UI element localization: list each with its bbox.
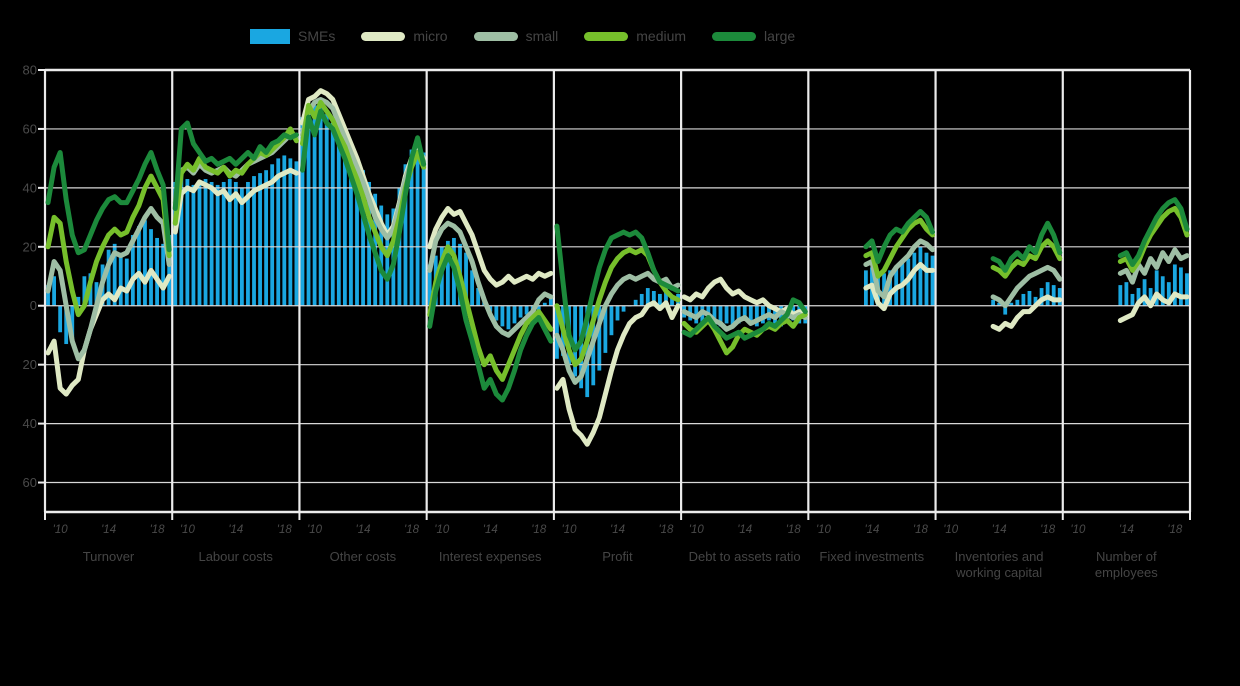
legend: SMEs micro small medium large xyxy=(250,28,795,44)
line-micro xyxy=(45,88,1190,447)
x-tick-label: '10 xyxy=(562,524,578,536)
line-micro-panel-5 xyxy=(681,276,808,318)
line-small-panel-3 xyxy=(427,220,554,338)
line-large xyxy=(45,108,1190,403)
line-small-panel-8 xyxy=(1117,247,1190,285)
line-large-panel-6 xyxy=(863,208,936,265)
line-small-panel-7 xyxy=(990,264,1063,309)
x-tick-label: '18 xyxy=(404,524,420,536)
x-tick-label: '14 xyxy=(1119,524,1134,536)
x-tick-label: '14 xyxy=(864,524,879,536)
x-tick-label: '14 xyxy=(483,524,498,536)
line-medium-panel-6 xyxy=(863,217,936,279)
line-micro-panel-8 xyxy=(1117,291,1190,323)
line-micro-panel-0 xyxy=(45,267,172,397)
x-tick-label: '14 xyxy=(228,524,243,536)
x-tick-label: '10 xyxy=(180,524,196,536)
line-medium-panel-7 xyxy=(990,238,1063,279)
x-tick-label: '18 xyxy=(1167,524,1183,536)
x-tick-label: '10 xyxy=(434,524,450,536)
medium-line-swatch-icon xyxy=(584,31,629,41)
x-tick-label: '10 xyxy=(943,524,959,536)
y-tick-label: 20 xyxy=(23,239,37,254)
line-large-panel-0 xyxy=(45,150,172,256)
legend-item-micro: micro xyxy=(361,28,448,44)
x-tick-label: '18 xyxy=(277,524,293,536)
x-tick-label: '14 xyxy=(610,524,625,536)
legend-item-medium: medium xyxy=(584,28,686,44)
legend-label-small: small xyxy=(525,28,559,44)
line-small-panel-6 xyxy=(863,238,936,300)
x-tick-label: '10 xyxy=(307,524,323,536)
legend-item-smes: SMEs xyxy=(250,28,335,44)
large-line-swatch-icon xyxy=(712,31,757,41)
x-tick-label: '10 xyxy=(53,524,69,536)
x-tick-label: '14 xyxy=(737,524,752,536)
x-tick-label: '18 xyxy=(913,524,929,536)
line-large-panel-5 xyxy=(681,297,808,341)
line-large-panel-7 xyxy=(990,220,1063,273)
y-tick-label: 40 xyxy=(23,416,37,431)
y-tick-label: 80 xyxy=(23,63,37,78)
x-tick-label: '14 xyxy=(101,524,116,536)
x-tick-label: '18 xyxy=(1040,524,1056,536)
line-medium-panel-1 xyxy=(172,126,299,226)
x-tick-label: '10 xyxy=(816,524,832,536)
line-small-panel-0 xyxy=(45,205,172,362)
line-large-panel-4 xyxy=(554,223,681,353)
x-tick-label: '10 xyxy=(689,524,705,536)
small-line-swatch-icon xyxy=(473,31,518,41)
line-medium-panel-3 xyxy=(427,244,554,382)
gridlines xyxy=(38,68,1192,520)
line-micro-panel-3 xyxy=(427,205,554,288)
y-tick-label: 40 xyxy=(23,180,37,195)
legend-label-medium: medium xyxy=(636,28,687,44)
legend-label-large: large xyxy=(764,28,796,44)
x-tick-label: '14 xyxy=(356,524,371,536)
smes-bar-swatch-icon xyxy=(250,28,290,44)
y-tick-label: 20 xyxy=(23,357,37,372)
line-large-panel-3 xyxy=(427,253,554,403)
legend-label-smes: SMEs xyxy=(298,28,336,44)
micro-line-swatch-icon xyxy=(361,31,406,41)
y-tick-label: 0 xyxy=(30,298,37,313)
line-large-panel-2 xyxy=(299,108,427,282)
y-tick-label: 60 xyxy=(23,121,37,136)
line-medium-panel-8 xyxy=(1117,205,1190,273)
x-tick-label: '18 xyxy=(786,524,802,536)
y-tick-label: 60 xyxy=(23,475,37,490)
legend-label-micro: micro xyxy=(413,28,448,44)
line-micro-panel-6 xyxy=(863,261,936,312)
line-medium-panel-0 xyxy=(45,173,172,318)
x-tick-label: '18 xyxy=(531,524,547,536)
line-micro-panel-7 xyxy=(990,294,1063,332)
x-tick-label: '10 xyxy=(1070,524,1086,536)
axis-labels: 80 60 40 20 0 20 40 60 '10 '14 '18 '10 '14 '18 '10 '14 '… xyxy=(23,63,1183,537)
x-tick-label: '18 xyxy=(150,524,166,536)
legend-item-small: small xyxy=(473,28,559,44)
legend-item-large: large xyxy=(712,28,795,44)
x-tick-label: '14 xyxy=(992,524,1007,536)
line-large-panel-1 xyxy=(172,120,299,211)
line-micro-panel-1 xyxy=(172,167,299,235)
line-micro-panel-4 xyxy=(554,300,681,447)
line-large-panel-8 xyxy=(1117,197,1190,267)
x-tick-label: '18 xyxy=(658,524,674,536)
